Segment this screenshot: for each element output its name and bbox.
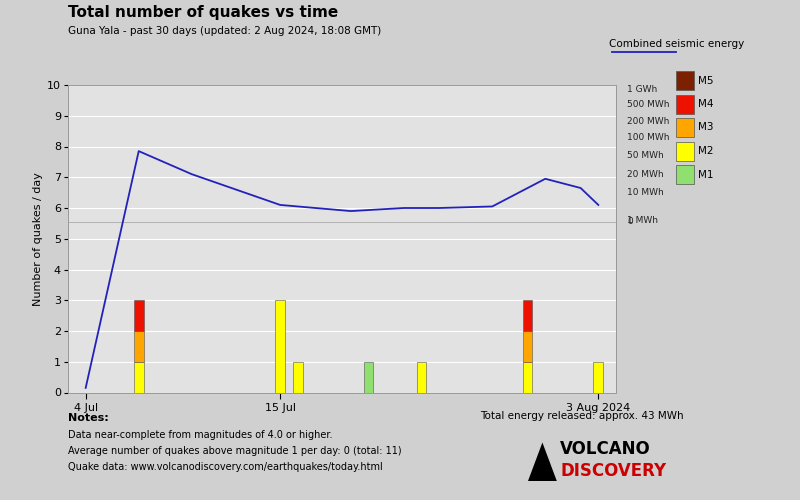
- Text: Notes:: Notes:: [68, 413, 109, 423]
- Text: Total number of quakes vs time: Total number of quakes vs time: [68, 5, 338, 20]
- Text: 20 MWh: 20 MWh: [627, 170, 663, 179]
- Text: 1 GWh: 1 GWh: [627, 85, 658, 94]
- Text: Guna Yala - past 30 days (updated: 2 Aug 2024, 18:08 GMT): Guna Yala - past 30 days (updated: 2 Aug…: [68, 26, 382, 36]
- Text: M5: M5: [698, 76, 713, 86]
- Text: 10 MWh: 10 MWh: [627, 188, 664, 196]
- Text: 200 MWh: 200 MWh: [627, 117, 670, 126]
- Bar: [417, 362, 426, 392]
- Text: 0: 0: [627, 218, 633, 226]
- Text: VOLCANO: VOLCANO: [560, 440, 650, 458]
- Text: 50 MWh: 50 MWh: [627, 150, 664, 160]
- Bar: [364, 362, 374, 392]
- Text: M4: M4: [698, 99, 713, 109]
- Text: Total energy released: approx. 43 MWh: Total energy released: approx. 43 MWh: [480, 411, 684, 421]
- Text: 100 MWh: 100 MWh: [627, 134, 670, 142]
- Text: Average number of quakes above magnitude 1 per day: 0 (total: 11): Average number of quakes above magnitude…: [68, 446, 402, 456]
- Text: 1 MWh: 1 MWh: [627, 216, 658, 225]
- Bar: [522, 362, 533, 392]
- Bar: [293, 362, 302, 392]
- Text: Quake data: www.volcanodiscovery.com/earthquakes/today.html: Quake data: www.volcanodiscovery.com/ear…: [68, 462, 382, 472]
- Text: 500 MWh: 500 MWh: [627, 100, 670, 108]
- Bar: [522, 331, 533, 362]
- Bar: [522, 300, 533, 331]
- Bar: [134, 331, 143, 362]
- Y-axis label: Number of quakes / day: Number of quakes / day: [33, 172, 43, 306]
- Text: M2: M2: [698, 146, 713, 156]
- Text: Combined seismic energy: Combined seismic energy: [609, 39, 744, 49]
- Text: Data near-complete from magnitudes of 4.0 or higher.: Data near-complete from magnitudes of 4.…: [68, 430, 333, 440]
- Text: DISCOVERY: DISCOVERY: [560, 462, 666, 480]
- Bar: [275, 300, 285, 392]
- Text: M3: M3: [698, 122, 713, 132]
- Bar: [594, 362, 603, 392]
- Bar: [134, 362, 143, 392]
- Bar: [134, 300, 143, 331]
- Text: M1: M1: [698, 170, 713, 179]
